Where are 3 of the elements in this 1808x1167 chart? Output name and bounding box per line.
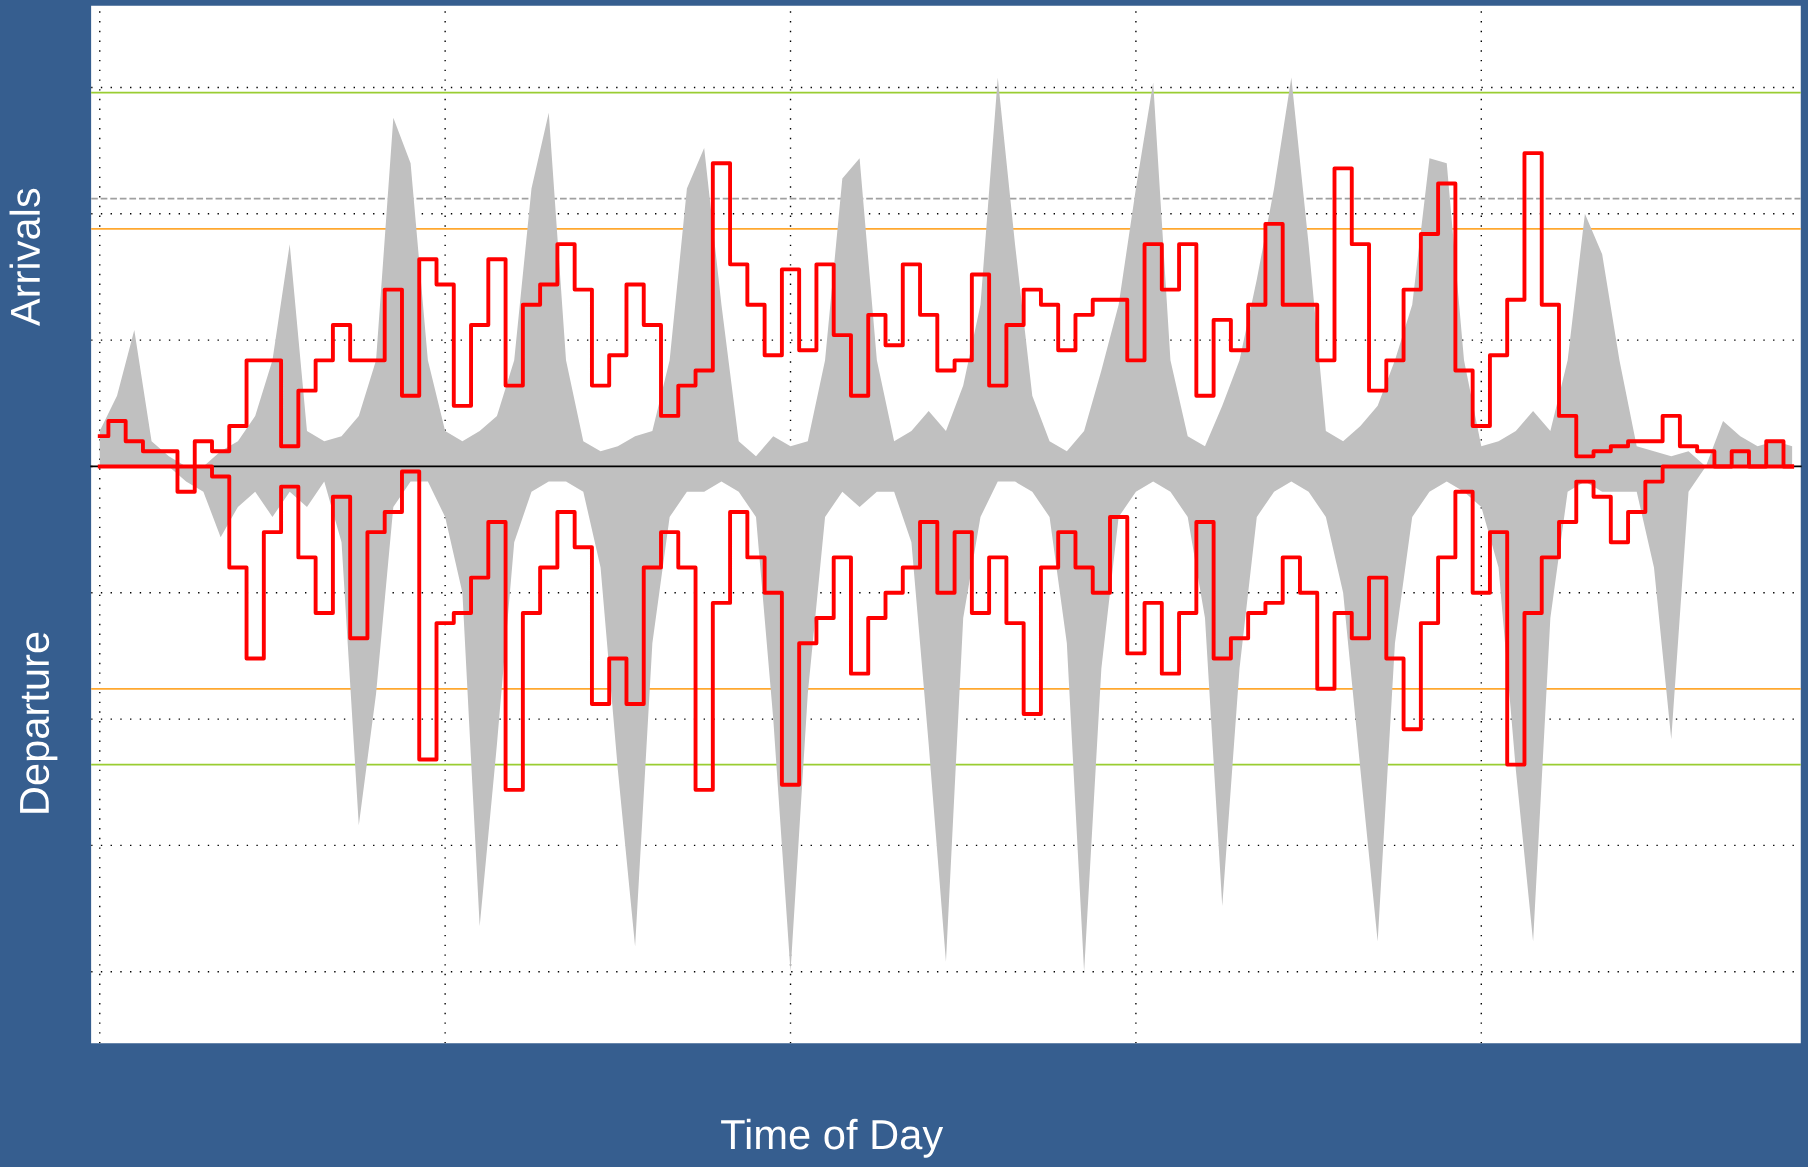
y-axis-title: Arrivals [9, 188, 41, 327]
text: Departure [20, 632, 58, 813]
x-axis-title: Time of Day [721, 1118, 944, 1158]
